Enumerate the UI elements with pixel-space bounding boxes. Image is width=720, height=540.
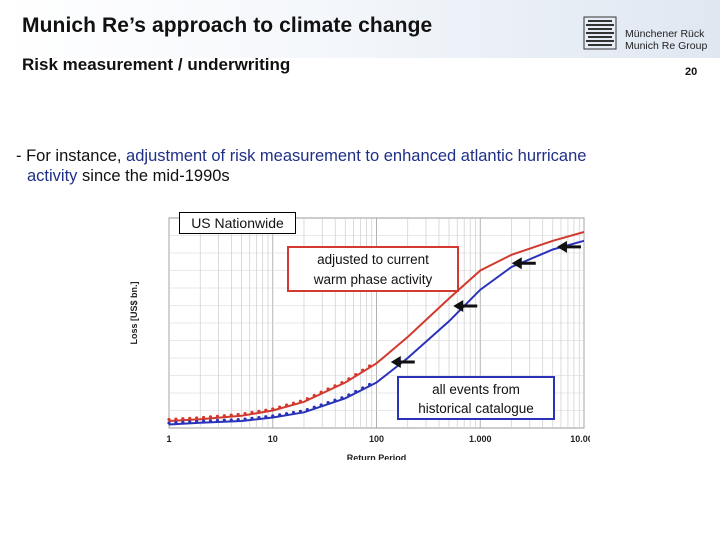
- blue-data-point: [291, 410, 296, 415]
- blue-data-point: [340, 396, 344, 400]
- blue-data-point: [284, 412, 289, 416]
- red-data-point: [201, 415, 206, 420]
- red-data-point: [181, 417, 185, 421]
- red-data-point: [305, 397, 309, 401]
- red-data-point: [174, 417, 178, 421]
- red-data-point: [298, 399, 303, 403]
- red-data-point: [215, 414, 220, 418]
- blue-callout-line-1: all events from: [432, 382, 520, 397]
- left-arrow-head-icon: [390, 356, 401, 369]
- blue-data-point: [257, 415, 261, 420]
- bullet-highlight-2: activity: [27, 167, 78, 185]
- blue-data-point: [236, 418, 240, 422]
- blue-callout-box: all events from historical catalogue: [397, 376, 555, 420]
- red-data-point: [264, 408, 268, 412]
- red-callout-line-1: adjusted to current: [317, 252, 429, 267]
- page-title: Munich Re’s approach to climate change: [22, 14, 433, 37]
- y-axis-label: Loss [US$ bn.]: [129, 281, 139, 344]
- blue-data-point: [188, 420, 192, 424]
- left-arrow-head-icon: [511, 257, 522, 270]
- red-data-point: [167, 417, 171, 422]
- blue-data-point: [229, 418, 233, 422]
- blue-callout-line-2: historical catalogue: [418, 401, 534, 416]
- blue-series-line: [168, 239, 585, 426]
- red-data-point: [257, 409, 261, 413]
- bullet-prefix: - For instance,: [16, 147, 127, 165]
- red-data-point: [188, 416, 192, 420]
- blue-data-point: [243, 417, 247, 421]
- blue-data-point: [298, 409, 303, 413]
- logo-text-line-2: Munich Re Group: [625, 40, 708, 52]
- munich-re-logo-icon: [583, 16, 617, 50]
- page-number: 20: [685, 66, 698, 78]
- logo-text: Münchener Rück Munich Re Group: [625, 28, 707, 52]
- blue-data-point: [201, 419, 206, 423]
- red-data-point: [243, 412, 247, 416]
- red-callout-line-2: warm phase activity: [313, 272, 433, 287]
- blue-data-point: [222, 418, 226, 422]
- blue-data-point: [250, 416, 254, 420]
- bullet-suffix: since the mid-1990s: [77, 167, 230, 185]
- bullet-text: - For instance, adjustment of risk measu…: [16, 146, 706, 186]
- red-data-point: [333, 384, 337, 388]
- blue-data-point: [312, 405, 316, 409]
- red-data-point: [271, 407, 275, 411]
- red-data-point: [222, 414, 226, 418]
- red-callout-box: adjusted to current warm phase activity: [287, 246, 459, 292]
- x-tick-label: 10.000: [570, 434, 590, 444]
- x-axis-label: Return Period: [347, 453, 407, 460]
- x-tick-label: 10: [268, 434, 278, 444]
- x-tick-label: 1: [166, 434, 171, 444]
- blue-data-point: [195, 419, 199, 424]
- red-data-point: [340, 380, 344, 385]
- blue-data-point: [326, 400, 330, 405]
- blue-data-point: [271, 414, 275, 418]
- red-data-point: [236, 412, 240, 417]
- blue-data-point: [167, 421, 171, 425]
- x-tick-label: 1.000: [469, 434, 492, 444]
- red-data-point: [312, 393, 316, 398]
- page-subtitle: Risk measurement / underwriting: [22, 55, 291, 74]
- left-arrow-head-icon: [453, 300, 464, 313]
- chart-label-box: US Nationwide: [179, 212, 296, 234]
- red-data-point: [319, 390, 323, 394]
- red-data-point: [354, 372, 358, 377]
- red-data-point: [208, 415, 213, 419]
- red-series-line: [168, 231, 585, 422]
- blue-data-point: [215, 418, 220, 423]
- x-tick-label: 100: [369, 434, 384, 444]
- blue-data-point: [305, 408, 309, 412]
- blue-data-point: [278, 413, 282, 417]
- blue-data-point: [354, 389, 358, 394]
- blue-data-point: [347, 393, 351, 397]
- blue-data-point: [208, 419, 213, 423]
- bullet-highlight-1: adjustment of risk measurement to enhanc…: [126, 147, 587, 165]
- blue-data-point: [174, 421, 178, 425]
- red-data-point: [367, 364, 372, 368]
- blue-data-point: [319, 403, 323, 407]
- red-data-point: [326, 387, 330, 391]
- red-data-point: [195, 416, 199, 420]
- blue-data-point: [264, 415, 268, 419]
- blue-data-point: [333, 398, 337, 402]
- blue-data-point: [367, 382, 372, 387]
- red-data-point: [361, 368, 365, 372]
- red-data-point: [229, 413, 233, 417]
- red-data-point: [291, 401, 296, 405]
- red-data-point: [284, 403, 289, 407]
- logo-text-line-1: Münchener Rück: [625, 28, 705, 40]
- left-arrow-head-icon: [556, 240, 567, 253]
- blue-data-point: [181, 420, 185, 424]
- red-data-point: [347, 377, 351, 381]
- blue-data-point: [361, 386, 365, 390]
- red-data-point: [250, 410, 254, 415]
- red-data-point: [278, 405, 282, 409]
